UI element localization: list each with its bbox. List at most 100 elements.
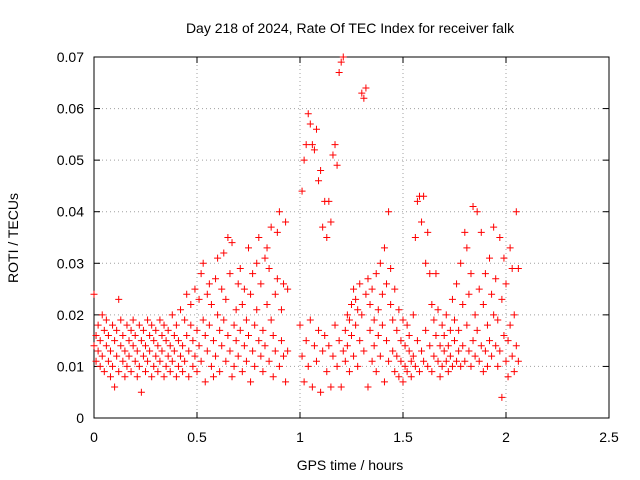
data-point [172,321,180,329]
data-point [119,357,127,365]
data-point [220,249,228,257]
data-point [319,347,327,355]
data-point [236,264,244,272]
data-point [129,316,137,324]
data-point [234,352,242,360]
data-point [399,378,407,386]
data-point [104,357,112,365]
data-point [397,357,405,365]
data-point [195,342,203,350]
data-point [358,89,366,97]
data-point [148,321,156,329]
data-point [104,331,112,339]
data-point [380,244,388,252]
data-point [251,321,259,329]
data-point [193,368,201,376]
data-point [172,373,180,381]
data-point [310,342,318,350]
data-point [321,331,329,339]
data-point [391,285,399,293]
data-point [162,337,170,345]
data-point [261,254,269,262]
data-point [317,388,325,396]
data-point [115,295,123,303]
data-point [506,244,514,252]
data-point [426,342,434,350]
data-point [475,285,483,293]
data-point [490,311,498,319]
data-point [436,373,444,381]
data-point [490,223,498,231]
data-point [203,290,211,298]
data-point [280,280,288,288]
data-point [352,321,360,329]
data-point [119,331,127,339]
data-point [123,321,131,329]
data-point [121,347,129,355]
data-point [337,383,345,391]
data-point [500,254,508,262]
data-point [465,347,473,355]
data-point [413,197,421,205]
data-point [230,362,238,370]
data-point [430,352,438,360]
data-point [477,342,485,350]
data-point [111,383,119,391]
data-point [422,259,430,267]
data-point [232,337,240,345]
data-point [242,357,250,365]
data-point [488,352,496,360]
data-point [512,342,520,350]
data-point [385,357,393,365]
data-point [214,311,222,319]
data-point [411,362,419,370]
data-point [496,234,504,241]
data-point [259,326,267,334]
data-point [481,347,489,355]
data-point [453,280,461,288]
data-point [174,337,182,345]
data-point [378,321,386,329]
data-point [125,337,133,345]
data-point [259,368,267,376]
data-point [461,357,469,365]
data-point [127,326,135,334]
y-tick-label: 0.05 [57,152,84,168]
data-point [109,321,117,329]
data-point [453,357,461,365]
data-point [479,301,487,309]
data-point [271,347,279,355]
data-point [335,337,343,345]
data-point [177,306,185,314]
data-point [488,290,496,298]
data-point [442,357,450,365]
data-point [238,301,246,309]
data-point [150,362,158,370]
data-point [224,331,232,339]
data-point [106,347,114,355]
data-point [265,264,273,272]
data-point [508,264,516,272]
data-point [187,321,195,329]
data-point [201,378,209,386]
data-point [368,285,376,293]
data-point [356,280,364,288]
data-point [514,264,522,272]
data-point [142,342,149,350]
data-point [220,316,228,324]
data-point [160,373,168,381]
data-point [160,321,168,329]
data-point [325,342,333,350]
data-point [100,368,108,376]
data-point [168,357,176,365]
data-point [205,321,213,329]
data-point [405,347,413,355]
data-point [247,378,255,386]
data-point [339,53,347,61]
data-point [387,264,395,272]
data-point [154,368,162,376]
data-point [245,331,252,339]
data-point [500,331,508,339]
x-tick-label: 2 [502,429,510,445]
data-point [234,280,242,288]
